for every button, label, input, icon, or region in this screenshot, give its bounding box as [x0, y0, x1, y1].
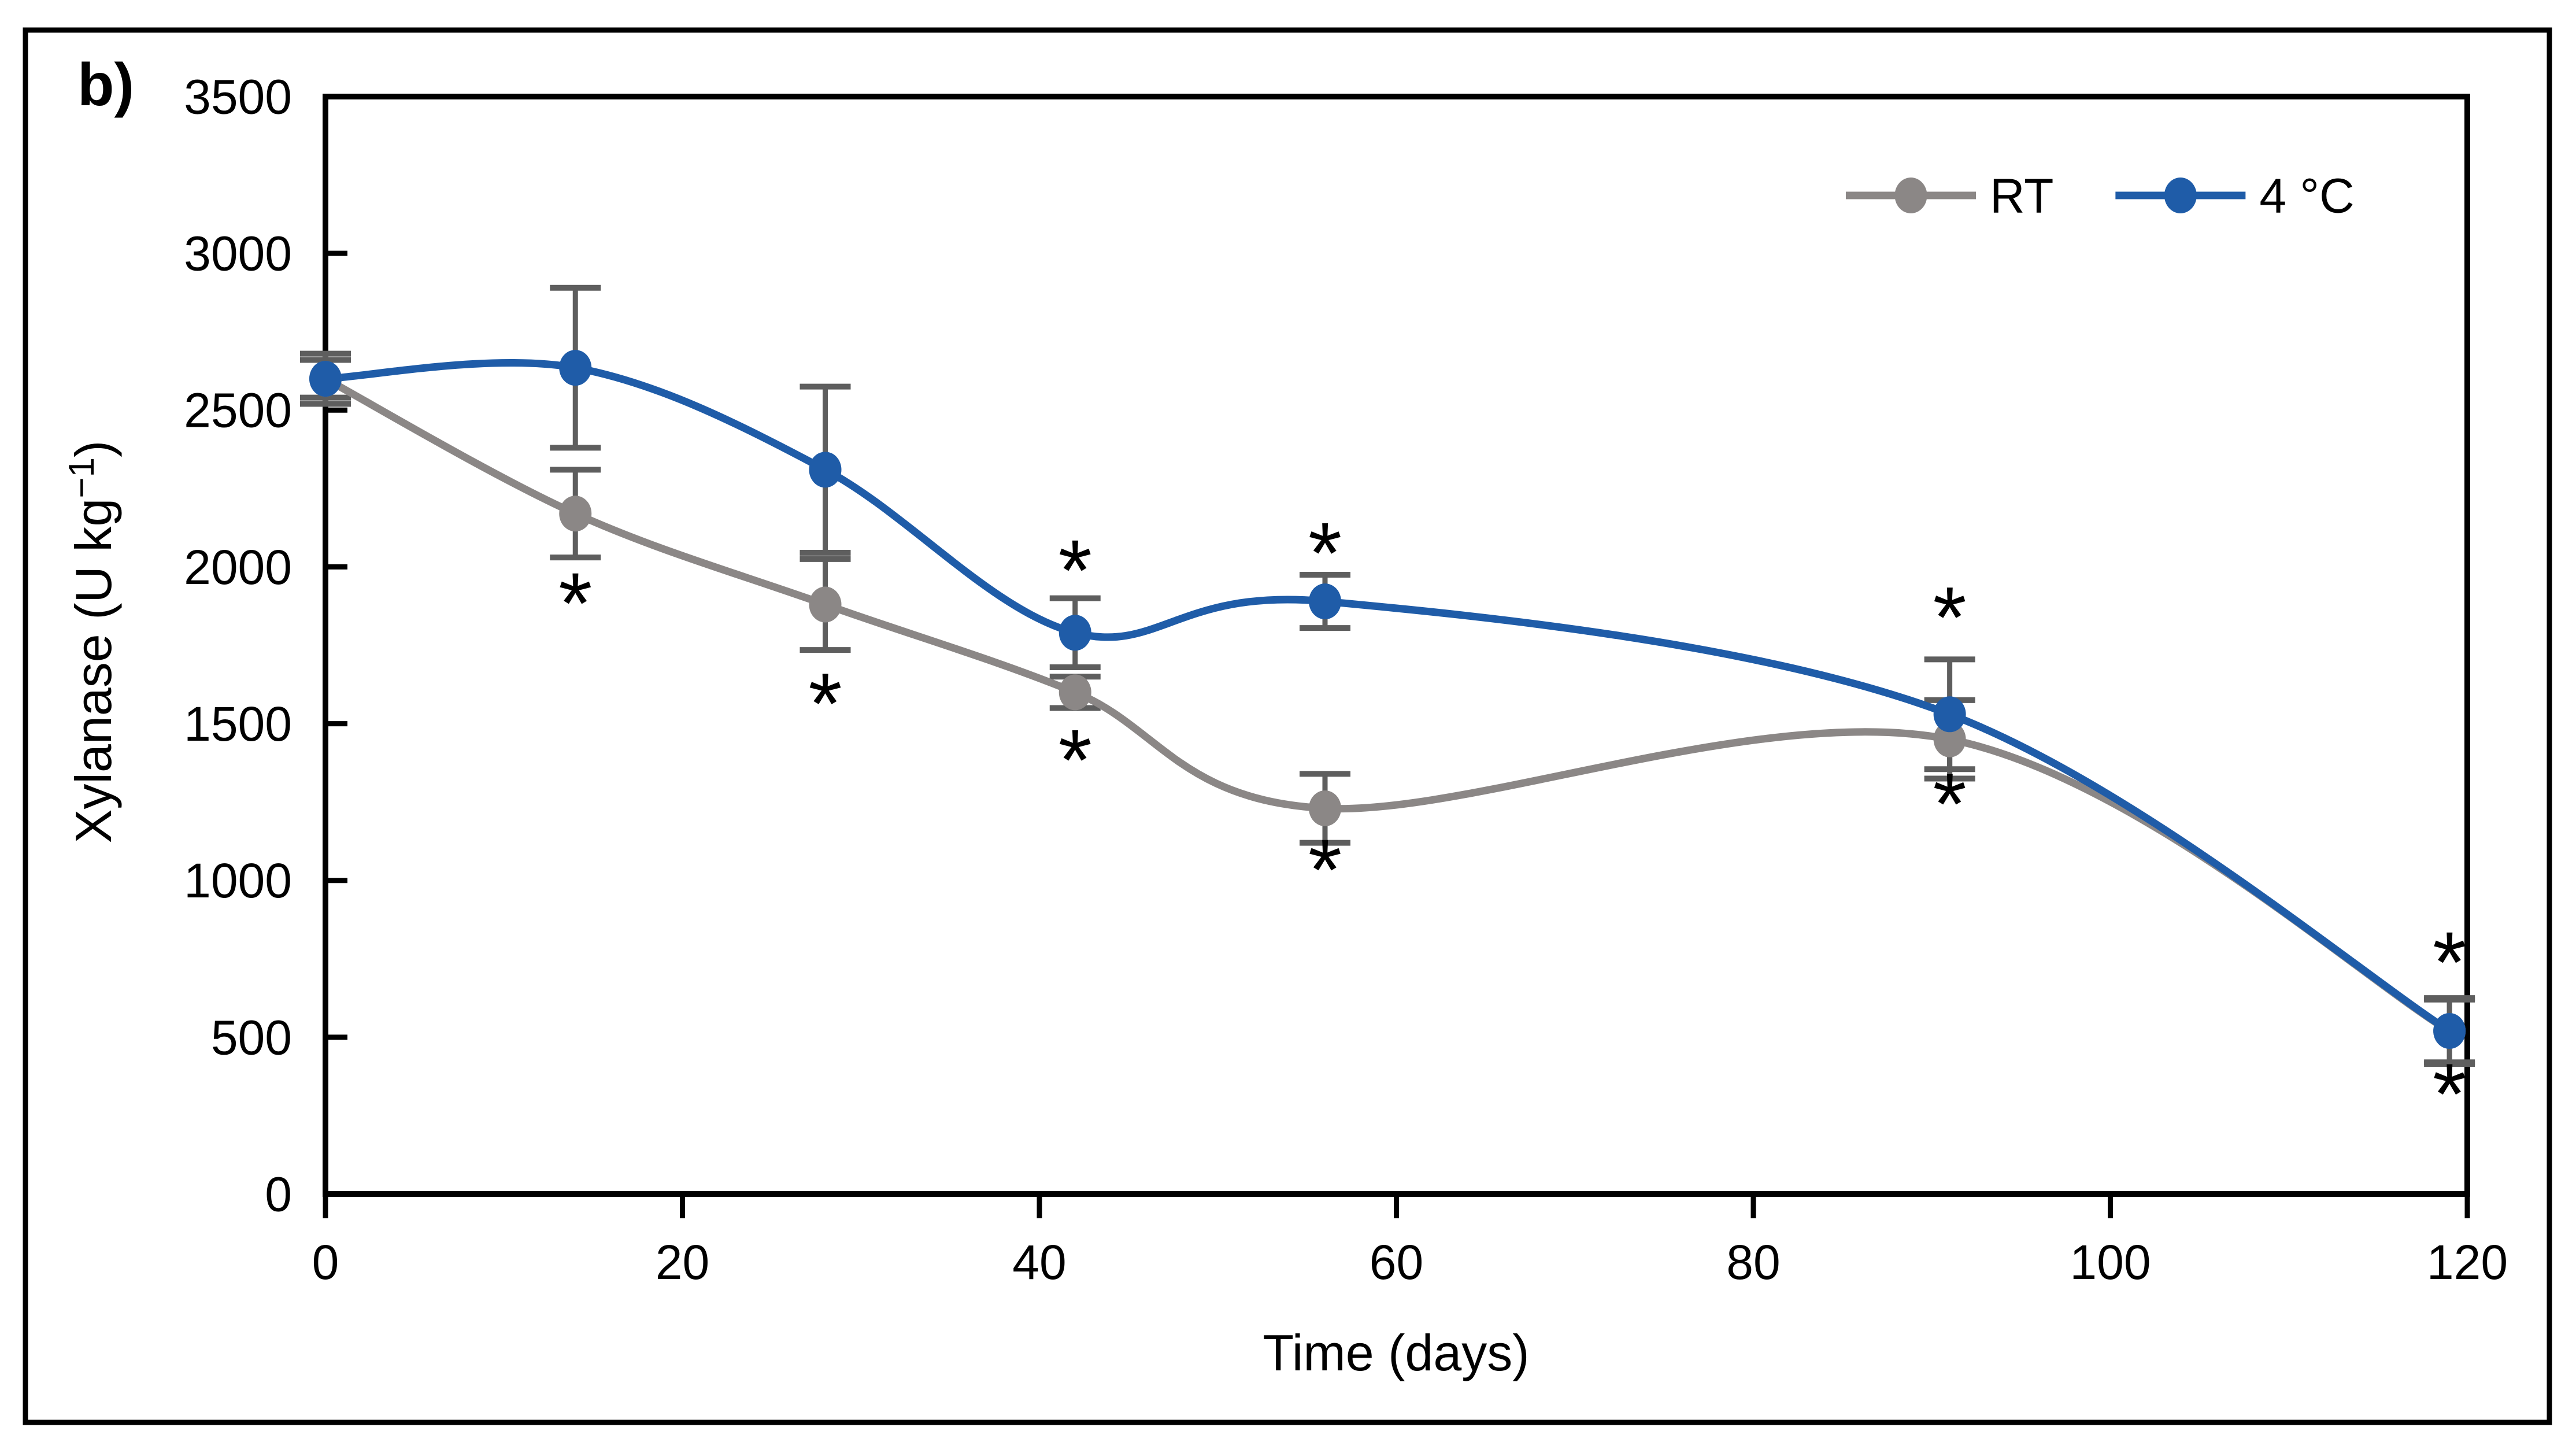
x-axis-title: Time (days): [1263, 1324, 1529, 1381]
data-point-marker-4c: [559, 350, 592, 386]
significance-star: *: [2433, 1045, 2466, 1143]
y-tick-label: 500: [211, 1010, 292, 1064]
data-point-marker-rt: [809, 586, 842, 623]
legend-item-4c: 4 °C: [2115, 168, 2355, 223]
x-tick-label: 20: [656, 1235, 709, 1289]
x-axis-ticks: 0 20 40 60 80 100 120: [312, 1194, 2508, 1289]
x-tick-label: 60: [1370, 1235, 1423, 1289]
figure-border: [23, 27, 2552, 1425]
y-tick-label: 0: [265, 1167, 292, 1221]
y-tick-label: 2500: [184, 383, 292, 438]
plot-frame: [323, 94, 2470, 1197]
legend-item-rt: RT: [1846, 168, 2053, 223]
significance-star: *: [558, 555, 592, 652]
significance-star: *: [1058, 711, 1092, 808]
data-point-marker-4c: [1058, 615, 1091, 651]
significance-star: *: [2433, 914, 2466, 1011]
data-point-marker-4c: [1933, 696, 1966, 733]
series-line-rt: [323, 375, 2452, 1034]
significance-star: *: [808, 655, 842, 752]
data-point-marker-4c: [809, 452, 842, 488]
y-axis-title-pre: Xylanase (U kg: [65, 498, 122, 844]
x-tick-label: 100: [2070, 1235, 2151, 1289]
significance-star: *: [1308, 504, 1342, 601]
legend-marker: [2164, 178, 2197, 213]
data-point-marker-4c: [2433, 1013, 2466, 1049]
x-tick-label: 80: [1726, 1235, 1780, 1289]
data-point-marker-rt: [1933, 721, 1966, 757]
y-tick-label: 2000: [184, 540, 292, 594]
y-tick-label: 1500: [184, 697, 292, 751]
x-tick-label: 0: [312, 1235, 339, 1289]
significance-star: *: [1933, 568, 1966, 666]
y-tick-label: 1000: [184, 853, 292, 908]
series-line-4c: [325, 359, 2452, 1034]
y-axis-title-sup: −1: [62, 457, 102, 498]
data-point-marker-rt: [1058, 674, 1091, 711]
significance-stars: * * * * * * * * * *: [558, 504, 2466, 1142]
panel-label: b): [77, 51, 134, 119]
data-point-marker-rt: [559, 496, 592, 532]
data-point-marker-4c: [1309, 583, 1341, 620]
legend-marker: [1894, 178, 1927, 213]
y-tick-label: 3000: [184, 227, 292, 281]
legend: RT 4 °C: [1846, 168, 2355, 223]
legend-label: RT: [1990, 168, 2053, 223]
data-point-marker-4c: [309, 361, 342, 397]
x-tick-label: 120: [2427, 1235, 2508, 1289]
y-axis-ticks: 0 500 1000 1500 2000 2500 3000 3500: [184, 69, 347, 1221]
y-axis-title: Xylanase (U kg−1): [62, 441, 122, 844]
series-markers: [309, 350, 2466, 1049]
y-tick-label: 3500: [184, 69, 292, 124]
significance-star: *: [1308, 821, 1342, 918]
data-point-marker-rt: [1309, 790, 1341, 826]
x-tick-label: 40: [1012, 1235, 1066, 1289]
series-lines: [323, 359, 2452, 1034]
significance-star: *: [1933, 755, 1966, 852]
error-bars: [300, 284, 2475, 1067]
y-axis-title-post: ): [65, 441, 122, 457]
legend-label: 4 °C: [2259, 168, 2354, 223]
significance-star: *: [1058, 522, 1092, 619]
